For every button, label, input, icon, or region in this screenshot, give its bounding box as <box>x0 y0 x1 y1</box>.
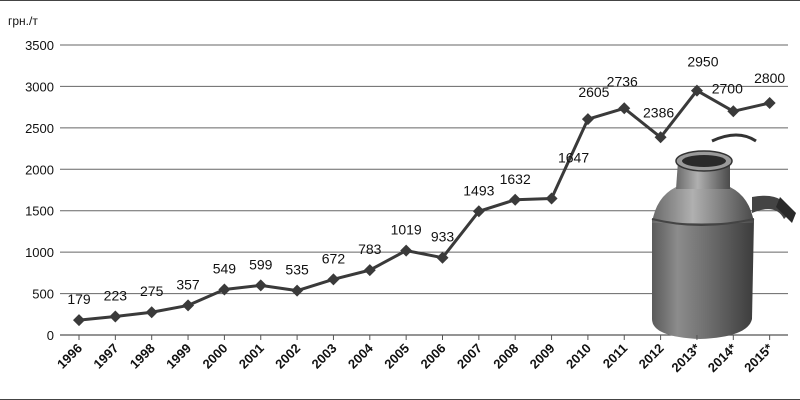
y-tick-label: 1500 <box>25 204 54 219</box>
x-tick-label: 2005 <box>381 341 412 372</box>
y-tick-label: 2500 <box>25 121 54 136</box>
series-markers <box>73 84 776 327</box>
data-point <box>727 105 740 118</box>
data-point <box>690 84 703 97</box>
data-label: 933 <box>431 229 455 245</box>
data-point <box>654 131 667 144</box>
data-label: 179 <box>67 291 91 307</box>
x-tick-label: 2000 <box>199 341 230 372</box>
data-label: 599 <box>249 256 273 272</box>
y-tick-label: 3000 <box>25 79 54 94</box>
data-point <box>581 113 594 126</box>
data-point <box>545 192 558 205</box>
data-label: 1647 <box>558 150 589 166</box>
data-label: 1493 <box>463 182 494 198</box>
series-line-layer <box>78 89 770 322</box>
data-point <box>327 273 340 286</box>
x-axis-ticks: 1996 1997 1998 1999 2000 2001 2002 2003 2004 2005… <box>54 335 776 375</box>
y-tick-label: 0 <box>47 328 54 343</box>
x-tick-label: 1996 <box>54 341 85 372</box>
data-point <box>618 102 631 115</box>
x-tick-label: 2011 <box>600 341 631 372</box>
data-label: 535 <box>285 262 309 278</box>
data-label: 1632 <box>500 171 531 187</box>
x-tick-label: 2015* <box>741 340 776 375</box>
x-tick-label: 2004 <box>345 340 377 372</box>
x-tick-label: 2014* <box>705 340 740 375</box>
data-label: 2386 <box>643 104 674 120</box>
data-point <box>763 97 776 109</box>
data-label: 1019 <box>391 222 422 238</box>
data-label: 223 <box>104 288 128 304</box>
data-label: 2800 <box>754 70 785 86</box>
data-point <box>73 314 85 327</box>
x-tick-label: 2012 <box>636 341 667 372</box>
y-axis-label: грн./т <box>8 14 38 28</box>
gridlines <box>60 44 788 336</box>
data-label: 783 <box>358 241 382 257</box>
y-tick-label: 1000 <box>25 245 54 260</box>
data-labels: 179 223 275 357 549 599 535 672 783 1019 933 1493 16… <box>67 54 785 308</box>
x-tick-label: 2006 <box>418 341 449 372</box>
axes: 0 500 1000 1500 2000 2500 3000 3500 <box>25 38 54 343</box>
data-label: 2950 <box>687 54 718 70</box>
data-label: 2605 <box>578 84 609 100</box>
data-point <box>436 251 449 264</box>
milk-can-picture <box>651 133 796 339</box>
y-tick-label: 3500 <box>25 38 54 53</box>
data-point <box>218 283 231 296</box>
x-tick-label: 1998 <box>127 341 158 372</box>
x-tick-label: 1999 <box>163 341 194 372</box>
data-point <box>509 193 522 206</box>
data-point <box>182 299 195 312</box>
x-tick-label: 2007 <box>454 341 485 372</box>
y-tick-label: 500 <box>32 287 54 302</box>
data-point <box>400 244 413 257</box>
data-label: 549 <box>213 261 237 277</box>
series-line <box>78 89 770 322</box>
x-tick-label: 2001 <box>236 341 267 372</box>
x-tick-label: 2008 <box>490 341 521 372</box>
data-point <box>254 279 267 292</box>
x-tick-label: 2003 <box>309 341 340 372</box>
x-tick-label: 2009 <box>527 341 558 372</box>
data-point <box>363 264 376 277</box>
data-label: 672 <box>322 250 346 266</box>
y-tick-label: 2000 <box>25 162 54 177</box>
x-tick-label: 2002 <box>272 341 303 372</box>
data-point <box>109 310 122 323</box>
data-label: 275 <box>140 283 164 299</box>
data-label: 2700 <box>712 80 743 96</box>
data-point <box>145 306 158 319</box>
data-point <box>291 284 304 297</box>
data-point <box>472 205 485 218</box>
data-label: 2736 <box>607 73 638 89</box>
data-label: 357 <box>176 276 200 292</box>
x-tick-label: 2013* <box>668 340 703 375</box>
x-tick-label: 2010 <box>563 341 594 372</box>
x-tick-label: 1997 <box>90 341 121 372</box>
